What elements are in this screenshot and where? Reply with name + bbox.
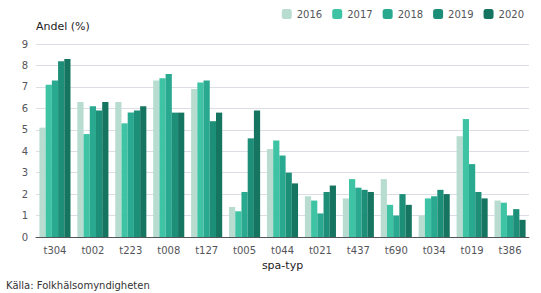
svg-text:t002: t002	[81, 245, 104, 256]
svg-text:6: 6	[22, 103, 28, 114]
svg-text:2017: 2017	[347, 9, 372, 20]
svg-text:8: 8	[22, 60, 28, 71]
svg-text:2: 2	[22, 189, 28, 200]
svg-text:t005: t005	[233, 245, 256, 256]
svg-text:5: 5	[22, 124, 28, 135]
svg-text:t044: t044	[271, 245, 294, 256]
svg-text:7: 7	[22, 81, 28, 92]
svg-text:2020: 2020	[499, 9, 524, 20]
svg-text:t386: t386	[499, 245, 522, 256]
svg-text:spa-typ: spa-typ	[262, 259, 303, 272]
svg-text:Källa: Folkhälsomyndigheten: Källa: Folkhälsomyndigheten	[6, 280, 150, 291]
svg-text:t223: t223	[119, 245, 142, 256]
svg-text:t034: t034	[423, 245, 446, 256]
svg-text:2019: 2019	[448, 9, 473, 20]
svg-text:1: 1	[22, 210, 28, 221]
svg-text:t008: t008	[157, 245, 180, 256]
svg-text:t437: t437	[347, 245, 370, 256]
svg-text:t021: t021	[309, 245, 332, 256]
svg-text:Andel (%): Andel (%)	[36, 20, 90, 33]
svg-text:4: 4	[22, 146, 28, 157]
svg-text:t690: t690	[385, 245, 408, 256]
svg-text:t127: t127	[195, 245, 218, 256]
svg-text:9: 9	[22, 39, 28, 50]
svg-text:t019: t019	[461, 245, 484, 256]
svg-text:t304: t304	[43, 245, 66, 256]
svg-text:0: 0	[22, 232, 28, 243]
svg-text:3: 3	[22, 167, 28, 178]
svg-text:2018: 2018	[398, 9, 423, 20]
svg-text:2016: 2016	[297, 9, 322, 20]
